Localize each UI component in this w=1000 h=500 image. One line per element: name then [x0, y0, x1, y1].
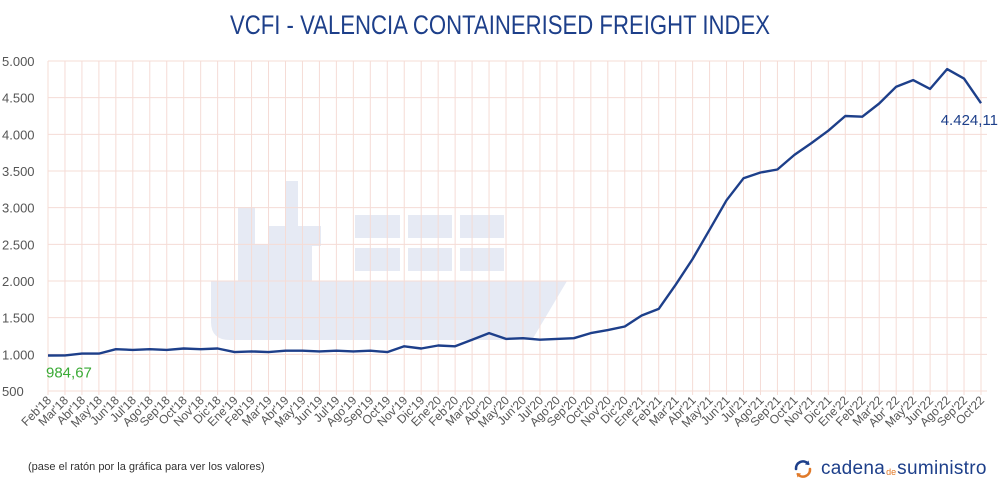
data-point [283, 349, 287, 353]
data-point [860, 115, 864, 119]
data-point [334, 349, 338, 353]
brand-name-part2: de [886, 467, 897, 477]
data-point [555, 337, 559, 341]
data-point [80, 352, 84, 356]
refresh-arrows-icon [794, 460, 812, 478]
y-tick-label: 4.500 [2, 91, 35, 106]
data-point [317, 349, 321, 353]
data-point [962, 77, 966, 81]
data-point [453, 344, 457, 348]
data-point [351, 349, 355, 353]
ship-cabin [255, 244, 312, 281]
data-point [114, 347, 118, 351]
data-point [742, 176, 746, 180]
data-point [877, 102, 881, 106]
y-tick-label: 4.000 [2, 127, 35, 142]
data-point [267, 350, 271, 354]
data-point [148, 347, 152, 351]
ship-watermark [211, 181, 567, 340]
data-point [911, 78, 915, 82]
data-point [250, 349, 254, 353]
ship-container [355, 215, 400, 238]
y-tick-label: 500 [2, 384, 24, 399]
chart-title: VCFI - VALENCIA CONTAINERISED FREIGHT IN… [229, 10, 771, 40]
data-point [182, 346, 186, 350]
data-point [826, 129, 830, 133]
y-tick-label: 2.500 [2, 237, 35, 252]
footnote: (pase el ratón por la gráfica para ver l… [28, 461, 265, 473]
ship-bridge [269, 226, 321, 246]
data-point [402, 344, 406, 348]
data-point [487, 331, 491, 335]
data-point [216, 346, 220, 350]
end-value-label: 4.424,11 [941, 112, 998, 129]
data-point [979, 101, 983, 105]
ship-container [408, 215, 452, 238]
data-point [233, 350, 237, 354]
data-point [131, 348, 135, 352]
data-point [504, 337, 508, 341]
data-point [572, 336, 576, 340]
x-axis: Feb'18Mar'18Abr'18May'18Jun'18Jul'18Ago'… [19, 393, 988, 430]
data-point [894, 85, 898, 89]
data-point [945, 67, 949, 71]
data-point [758, 170, 762, 174]
ship-container [355, 248, 400, 271]
y-tick-label: 2.000 [2, 274, 35, 289]
ship-hull [211, 281, 567, 340]
brand-name-part3: suministro [897, 458, 987, 479]
y-tick-label: 1.500 [2, 311, 35, 326]
data-point [97, 352, 101, 356]
data-point [674, 283, 678, 287]
data-point [843, 114, 847, 118]
brand-name-part1: cadena [821, 458, 886, 479]
data-point [368, 349, 372, 353]
y-tick-label: 3.500 [2, 164, 35, 179]
y-tick-label: 5.000 [2, 54, 35, 69]
data-point [623, 324, 627, 328]
data-point [199, 347, 203, 351]
data-point [691, 257, 695, 261]
data-point [589, 331, 593, 335]
data-point [165, 348, 169, 352]
data-point [63, 353, 67, 357]
data-point [809, 141, 813, 145]
ship-container [460, 248, 504, 271]
ship-container [460, 215, 504, 238]
data-point [470, 338, 474, 342]
start-value-label: 984,67 [46, 364, 92, 381]
data-point [775, 168, 779, 172]
grid [47, 60, 987, 395]
ship-container [408, 248, 452, 271]
data-point [657, 307, 661, 311]
y-tick-label: 1.000 [2, 347, 35, 362]
data-point [538, 338, 542, 342]
data-point [606, 328, 610, 332]
y-tick-label: 3.000 [2, 201, 35, 216]
y-axis: 5.000 4.500 4.000 3.500 3.000 2.500 2.000 1.500… [2, 54, 35, 399]
data-point [928, 87, 932, 91]
data-point [640, 313, 644, 317]
data-point [708, 228, 712, 232]
brand-logo: cadena de suministro [793, 456, 987, 482]
series-line-vcfi[interactable] [47, 67, 982, 357]
data-point [436, 344, 440, 348]
data-point [792, 153, 796, 157]
data-point [419, 346, 423, 350]
data-point [385, 350, 389, 354]
data-point [521, 336, 525, 340]
data-point [46, 353, 50, 357]
data-point [725, 198, 729, 202]
data-point [300, 349, 304, 353]
